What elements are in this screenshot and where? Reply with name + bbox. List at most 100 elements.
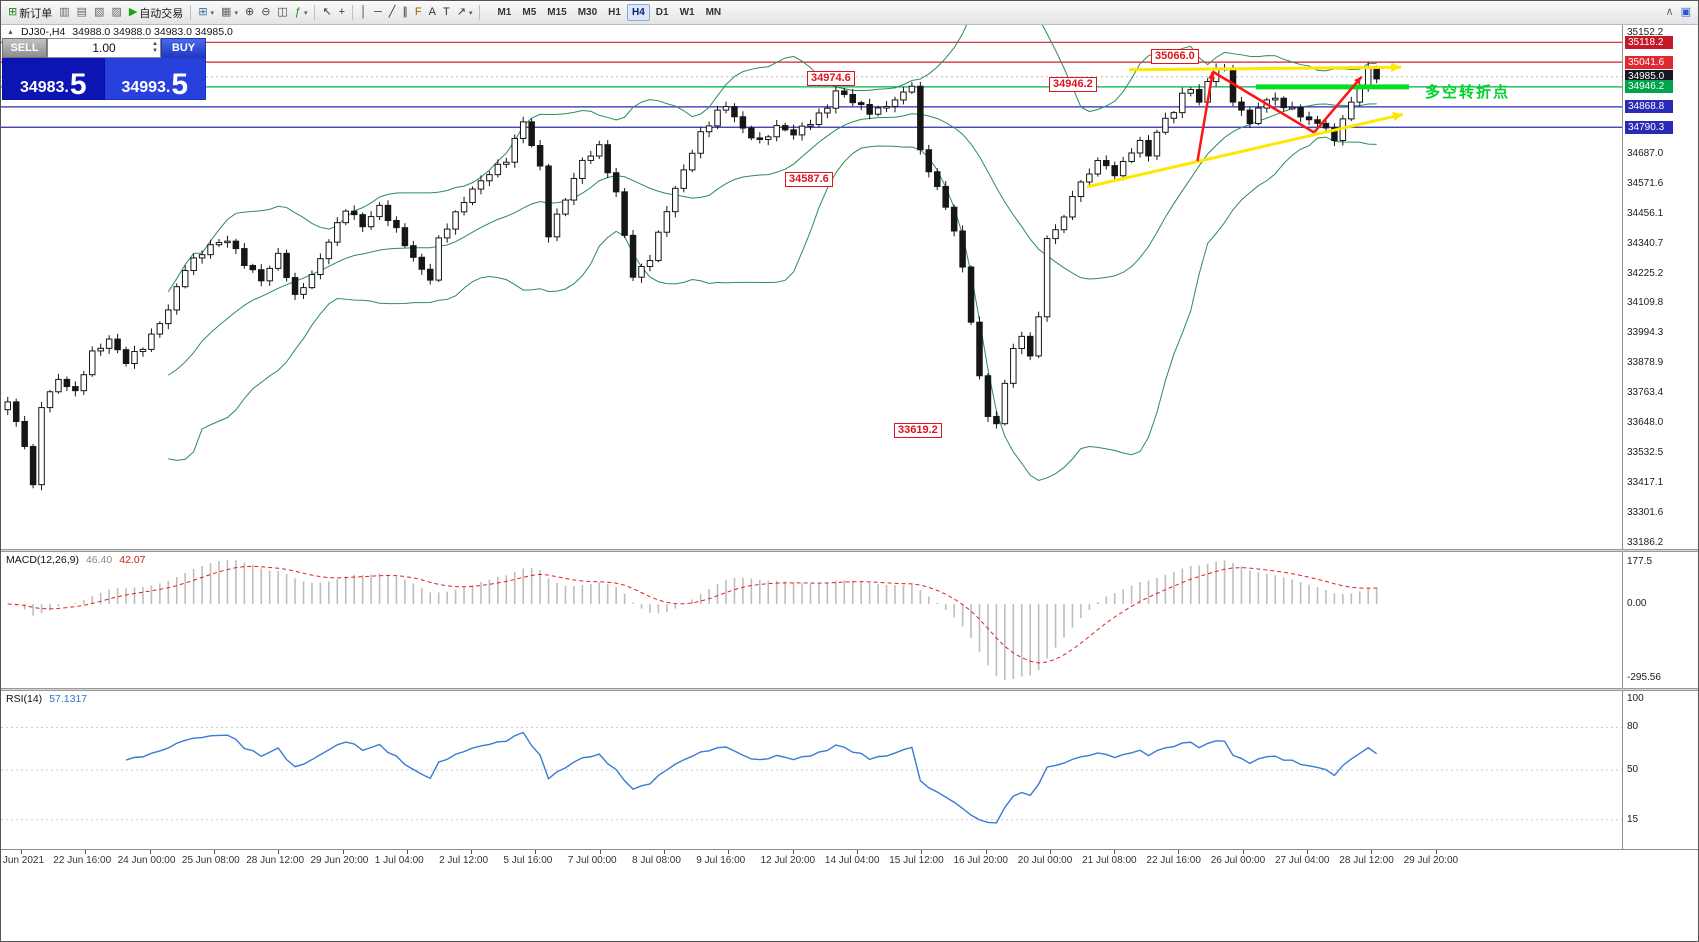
rsi-axis-label: 100 [1627, 693, 1644, 704]
timeframe-mn-button[interactable]: MN [705, 7, 722, 18]
time-axis-tick [149, 850, 151, 854]
macd-axis-label: -295.56 [1627, 672, 1661, 683]
trendline-button[interactable]: ╱ [386, 3, 399, 23]
horizontal-line-button[interactable]: ─ [371, 3, 385, 23]
trade-panel-controls: SELL 1.00 ▲ ▼ BUY [2, 38, 206, 58]
time-axis-label: 9 Jul 16:00 [696, 855, 746, 866]
new-order-button-icon: ⊞ [8, 6, 18, 18]
market-watch-button-icon: ▤ [76, 6, 88, 18]
window-menu-button[interactable]: ▣ [1678, 3, 1694, 23]
cursor-button-icon: ↖ [322, 6, 332, 18]
label-button[interactable]: T [440, 3, 453, 23]
time-axis-tick [1178, 850, 1180, 854]
zoom-in-button[interactable]: ⊕ [242, 3, 257, 23]
navigator-button[interactable]: ▧ [91, 3, 107, 23]
trendline-button-icon: ╱ [388, 6, 396, 18]
timeframe-w1-button[interactable]: W1 [679, 7, 695, 18]
volume-input[interactable]: 1.00 ▲ ▼ [47, 38, 161, 58]
cursor-button[interactable]: ↖ [319, 3, 334, 23]
time-axis-label: 21 Jun 2021 [1, 855, 45, 866]
time-axis-tick [664, 850, 665, 854]
rsi-indicator-pane[interactable]: RSI(14) 57.1317 100 80 50 15 [1, 691, 1698, 849]
terminal-button[interactable]: ▨ [108, 3, 124, 23]
time-axis-label: 22 Jun 16:00 [53, 855, 112, 866]
chart-symbol-timeframe: DJ30-,H4 [20, 26, 66, 38]
crosshair-button[interactable]: + [336, 3, 348, 23]
time-axis-label: 22 Jul 16:00 [1146, 855, 1201, 866]
macd-pane-resize-handle[interactable] [1, 549, 1698, 552]
dropdown-caret-icon: ▾ [468, 9, 473, 17]
time-axis-label: 26 Jul 00:00 [1210, 855, 1266, 866]
tick-chart-button-icon: ▥ [59, 6, 70, 18]
fibonacci-button[interactable]: F [412, 3, 425, 23]
toolbar-collapse-button-icon: ∧ [1665, 6, 1674, 18]
trade-panel-prices: 34983. 5 34993. 5 [2, 58, 206, 100]
text-button-icon: A [428, 6, 436, 18]
volume-stepper[interactable]: ▲ ▼ [152, 39, 158, 57]
price-axis-label: 33417.1 [1627, 476, 1664, 488]
sell-price-big-digit: 5 [69, 67, 87, 101]
window-menu-button-icon: ▣ [1680, 6, 1691, 18]
time-axis-label: 15 Jul 12:00 [889, 855, 944, 866]
main-chart-pane[interactable]: ▲ DJ30-,H4 34988.0 34988.0 34983.0 34985… [1, 25, 1698, 549]
time-axis-label: 20 Jul 00:00 [1017, 855, 1073, 866]
price-annotation-label: 35066.0 [1151, 49, 1199, 64]
new-chart-button-icon: ⊞ [198, 6, 208, 18]
toolbar-separator [314, 5, 316, 20]
zoom-out-button[interactable]: ⊖ [258, 3, 273, 23]
zoom-out-button-icon: ⊖ [261, 6, 271, 18]
rsi-pane-resize-handle[interactable] [1, 688, 1698, 691]
fibonacci-button-icon: F [414, 6, 422, 18]
price-axis-label: 33648.0 [1627, 417, 1664, 429]
price-annotation-label: 33619.2 [894, 423, 942, 438]
rsi-header: RSI(14) 57.1317 [6, 693, 87, 705]
price-axis[interactable]: 35152.2 34687.0 34571.6 34456.1 34340.7 34225… [1624, 25, 1698, 549]
buy-price-display[interactable]: 34993. 5 [104, 58, 206, 101]
autotrading-button-label: 自动交易 [139, 7, 184, 20]
price-axis-badge: 35041.6 [1625, 55, 1673, 69]
navigator-button-icon: ▧ [94, 6, 105, 18]
timeframe-m30-button[interactable]: M30 [577, 7, 598, 18]
vertical-line-button[interactable]: │ [357, 3, 370, 23]
new-order-button[interactable]: ⊞ 新订单 [5, 3, 55, 23]
new-order-button-label: 新订单 [19, 7, 53, 20]
dropdown-caret-icon: ▾ [303, 9, 308, 17]
rsi-plot [1, 726, 1622, 824]
volume-down-icon[interactable]: ▼ [152, 48, 158, 54]
tick-chart-button[interactable]: ▥ [56, 3, 72, 23]
toolbar-separator [352, 5, 354, 20]
timeframe-d1-button[interactable]: D1 [655, 7, 669, 18]
time-axis-tick [471, 850, 473, 854]
market-watch-button[interactable]: ▤ [74, 3, 90, 23]
buy-price-main: 34993. [121, 79, 171, 97]
sell-price-display[interactable]: 34983. 5 [2, 58, 105, 100]
timeframe-m5-button[interactable]: M5 [522, 7, 537, 18]
channel-button[interactable]: ∥ [399, 3, 411, 23]
time-axis-tick [1242, 850, 1244, 854]
timeframe-m1-button[interactable]: M1 [497, 7, 512, 18]
indicators-button[interactable]: ƒ ▾ [292, 3, 311, 23]
text-button[interactable]: A [426, 3, 439, 23]
time-axis-tick [535, 850, 537, 854]
tile-windows-button-icon: ◫ [277, 6, 288, 18]
volume-value: 1.00 [92, 41, 116, 55]
profiles-button[interactable]: ▦ ▾ [218, 3, 241, 23]
tile-windows-button[interactable]: ◫ [274, 3, 290, 23]
macd-indicator-pane[interactable]: MACD(12,26,9) 46.40 42.07 177.5 0.00 -295.… [1, 552, 1698, 688]
macd-axis: 177.5 0.00 -295.56 [1624, 552, 1698, 688]
buy-button[interactable]: BUY [161, 38, 206, 58]
toolbar-collapse-button[interactable]: ∧ [1663, 3, 1677, 23]
rsi-axis-label: 15 [1627, 813, 1639, 825]
time-axis[interactable]: 21 Jun 2021 22 Jun 16:00 24 Jun 00:00 25 Ju… [1, 849, 1698, 871]
buy-price-big-digit: 5 [171, 67, 189, 101]
sell-price-main: 34983. [19, 79, 69, 97]
timeframe-h1-button[interactable]: H1 [608, 7, 621, 18]
macd-axis-label: 177.5 [1627, 556, 1653, 567]
timeframe-m15-button[interactable]: M15 [547, 7, 567, 18]
autotrading-button[interactable]: ▶ 自动交易 [126, 3, 186, 23]
arrows-button[interactable]: ↗ ▾ [454, 3, 476, 23]
sell-button[interactable]: SELL [2, 38, 47, 58]
new-chart-button[interactable]: ⊞ ▾ [195, 3, 217, 23]
timeframe-h4-button[interactable]: H4 [626, 4, 650, 21]
volume-up-icon[interactable]: ▲ [152, 41, 158, 48]
